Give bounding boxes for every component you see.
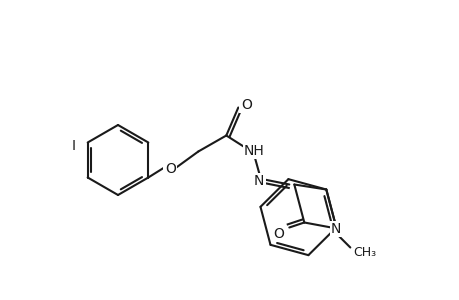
Text: O: O — [241, 98, 251, 112]
Text: I: I — [72, 139, 76, 153]
Text: N: N — [330, 222, 341, 236]
Text: O: O — [272, 227, 283, 241]
Text: NH: NH — [243, 144, 264, 158]
Text: O: O — [164, 162, 175, 176]
Text: N: N — [253, 174, 264, 188]
Text: CH₃: CH₃ — [353, 246, 375, 259]
